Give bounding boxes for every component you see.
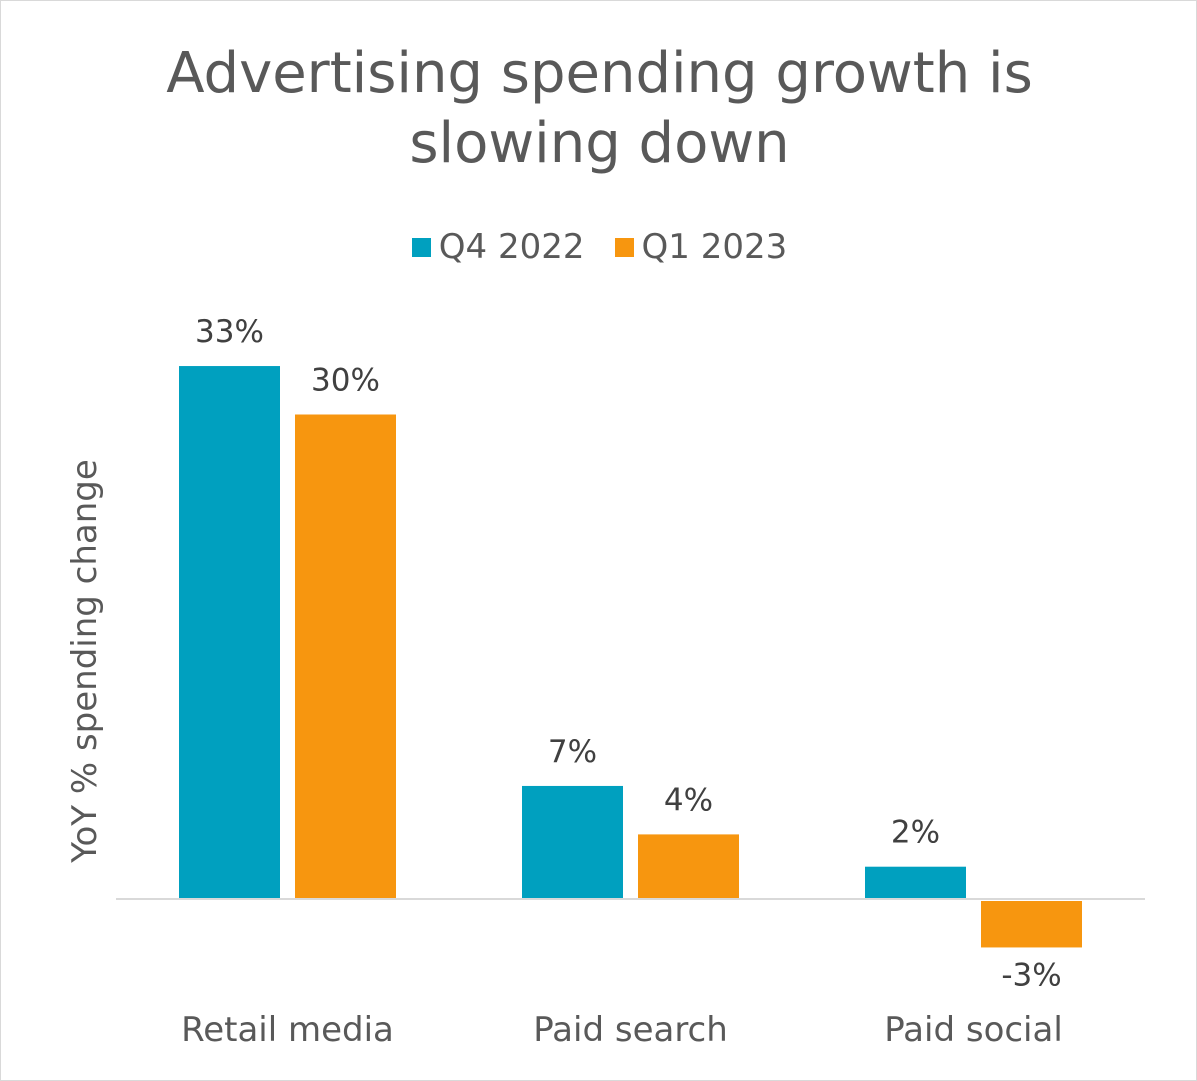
x-tick-label-paid-social: Paid social bbox=[884, 1010, 1063, 1050]
chart-title-line-2: slowing down bbox=[409, 111, 790, 176]
bar-paid-search-q4-2022 bbox=[522, 785, 623, 898]
data-label-paid-social-q1-2023: -3% bbox=[1001, 957, 1061, 993]
legend: Q4 2022 Q1 2023 bbox=[1, 227, 1197, 267]
data-label-retail-media-q4-2022: 33% bbox=[195, 314, 264, 350]
legend-label-q4-2022: Q4 2022 bbox=[438, 227, 585, 267]
bar-paid-search-q1-2023 bbox=[638, 834, 739, 898]
bar-paid-social-q1-2023 bbox=[981, 901, 1082, 948]
data-label-paid-social-q4-2022: 2% bbox=[891, 815, 940, 851]
x-tick-label-retail-media: Retail media bbox=[181, 1010, 394, 1050]
bar-retail-media-q4-2022 bbox=[179, 366, 280, 898]
chart-title: Advertising spending growth is slowing d… bbox=[1, 39, 1197, 179]
bar-paid-social-q4-2022 bbox=[865, 866, 966, 898]
bar-retail-media-q1-2023 bbox=[295, 414, 396, 898]
legend-swatch-q1-2023 bbox=[614, 237, 634, 257]
legend-label-q1-2023: Q1 2023 bbox=[641, 227, 788, 267]
chart-title-line-1: Advertising spending growth is bbox=[166, 41, 1033, 106]
data-label-paid-search-q4-2022: 7% bbox=[548, 734, 597, 770]
legend-swatch-q4-2022 bbox=[411, 237, 431, 257]
data-label-retail-media-q1-2023: 30% bbox=[311, 363, 380, 399]
legend-item-q1-2023: Q1 2023 bbox=[614, 227, 788, 267]
x-tick-label-paid-search: Paid search bbox=[533, 1010, 728, 1050]
data-label-paid-search-q1-2023: 4% bbox=[664, 782, 713, 818]
legend-item-q4-2022: Q4 2022 bbox=[411, 227, 585, 267]
